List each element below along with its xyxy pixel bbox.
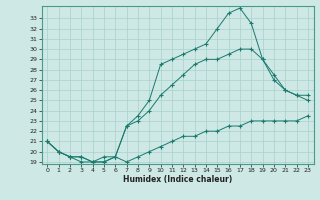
X-axis label: Humidex (Indice chaleur): Humidex (Indice chaleur) (123, 175, 232, 184)
